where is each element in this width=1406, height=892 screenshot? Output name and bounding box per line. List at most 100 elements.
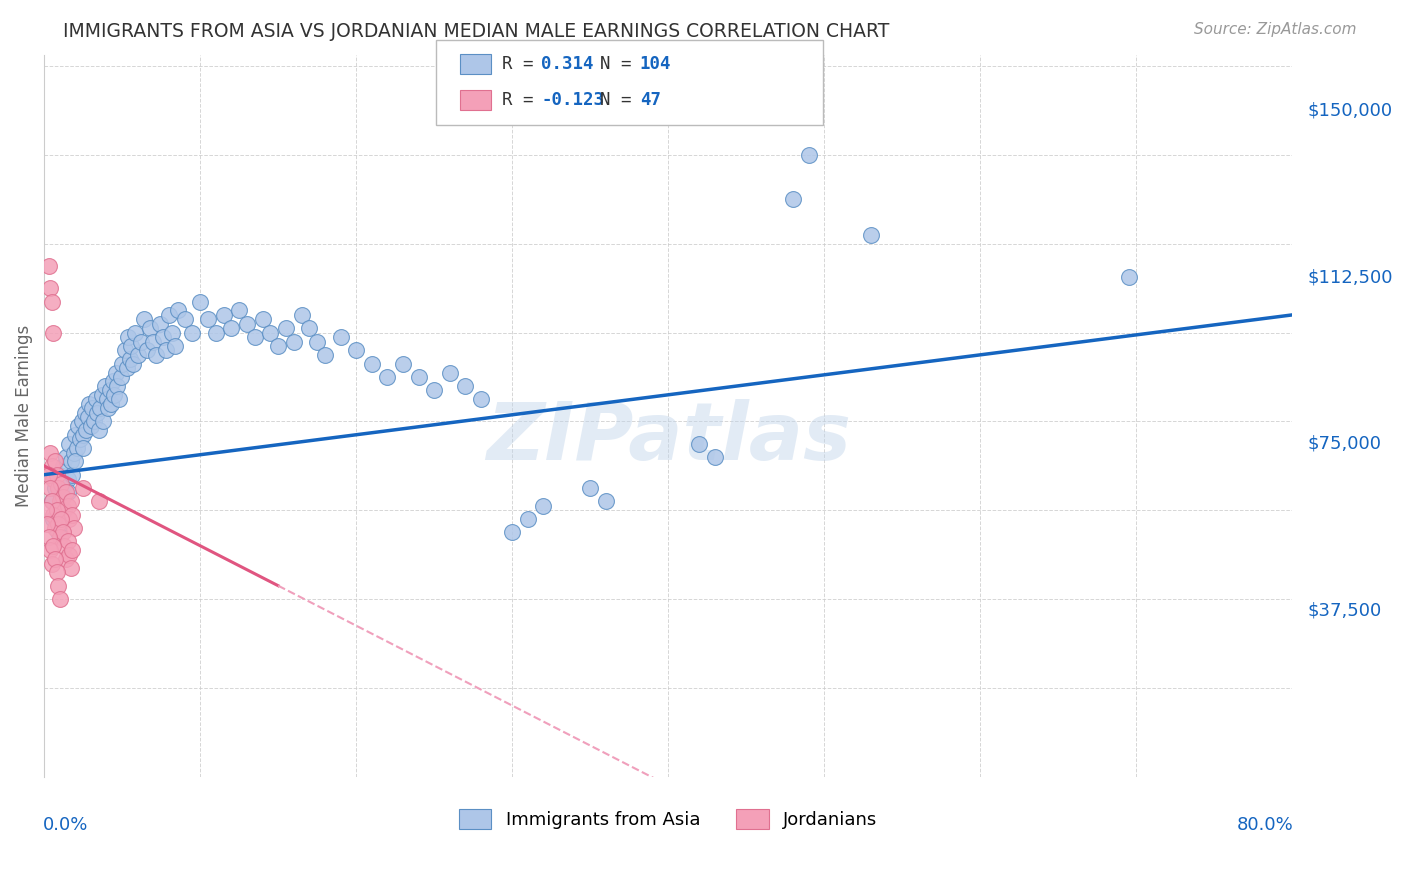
Point [72, 441, 94, 455]
Point [87, 423, 110, 437]
Point [423, 384, 446, 398]
Point [329, 330, 352, 344]
Point [704, 450, 727, 464]
Point [41, 458, 63, 473]
Point [115, 361, 138, 376]
Point [39, 543, 62, 558]
Point [82, 401, 104, 416]
Text: $75,000: $75,000 [1308, 434, 1382, 452]
Text: 47: 47 [640, 91, 661, 109]
Text: ZIPatlas: ZIPatlas [485, 399, 851, 476]
Point [298, 321, 321, 335]
Point [228, 303, 250, 318]
Point [392, 357, 415, 371]
Point [129, 334, 152, 349]
Point [48, 516, 70, 531]
Point [252, 312, 274, 326]
Point [782, 193, 804, 207]
Point [212, 308, 235, 322]
Point [72, 427, 94, 442]
Point [48, 530, 70, 544]
Point [55, 485, 77, 500]
Point [73, 406, 96, 420]
Point [52, 490, 75, 504]
Point [94, 379, 117, 393]
Point [1118, 270, 1140, 285]
Point [87, 494, 110, 508]
Point [41, 494, 63, 508]
Point [98, 384, 121, 398]
Point [259, 326, 281, 340]
Text: R =: R = [502, 55, 544, 73]
Point [117, 330, 139, 344]
Point [59, 494, 82, 508]
Text: 0.0%: 0.0% [42, 816, 89, 834]
Point [155, 343, 177, 358]
Point [236, 317, 259, 331]
Point [595, 494, 617, 508]
Point [44, 454, 66, 468]
Point [797, 148, 820, 162]
Point [38, 259, 60, 273]
Point [267, 339, 290, 353]
Point [108, 392, 131, 407]
Point [67, 418, 90, 433]
Point [110, 370, 132, 384]
Text: N =: N = [600, 55, 643, 73]
Point [533, 499, 555, 513]
Point [104, 366, 127, 380]
Point [188, 294, 211, 309]
Point [45, 467, 67, 482]
Point [408, 370, 430, 384]
Point [165, 339, 187, 353]
Point [48, 592, 70, 607]
Point [136, 343, 159, 358]
Point [127, 348, 149, 362]
Point [100, 397, 122, 411]
Point [142, 334, 165, 349]
Point [314, 348, 336, 362]
Point [72, 481, 94, 495]
Point [38, 530, 60, 544]
Point [516, 512, 538, 526]
Point [173, 312, 195, 326]
Point [84, 392, 107, 407]
Point [45, 503, 67, 517]
Text: Source: ZipAtlas.com: Source: ZipAtlas.com [1194, 22, 1357, 37]
Point [283, 334, 305, 349]
Point [139, 321, 162, 335]
Point [42, 539, 65, 553]
Point [107, 379, 129, 393]
Point [181, 326, 204, 340]
Point [454, 379, 477, 393]
Point [80, 418, 103, 433]
Point [44, 481, 66, 495]
Point [579, 481, 602, 495]
Point [75, 423, 97, 437]
Text: $150,000: $150,000 [1308, 102, 1392, 120]
Point [39, 445, 62, 459]
Point [688, 436, 710, 450]
Point [42, 508, 65, 522]
Point [344, 343, 367, 358]
Point [439, 366, 461, 380]
Point [243, 330, 266, 344]
Point [501, 525, 523, 540]
Point [51, 512, 73, 526]
Point [103, 388, 125, 402]
Point [53, 503, 76, 517]
Point [52, 525, 75, 540]
Point [42, 472, 65, 486]
Text: 104: 104 [640, 55, 671, 73]
Point [59, 454, 82, 468]
Point [121, 339, 143, 353]
Point [34, 503, 56, 517]
Point [148, 317, 170, 331]
Point [56, 485, 79, 500]
Text: 0.314: 0.314 [541, 55, 593, 73]
Text: $112,500: $112,500 [1308, 268, 1393, 286]
Legend: Immigrants from Asia, Jordanians: Immigrants from Asia, Jordanians [458, 809, 877, 829]
Point [58, 436, 80, 450]
Point [42, 326, 65, 340]
Point [45, 503, 67, 517]
